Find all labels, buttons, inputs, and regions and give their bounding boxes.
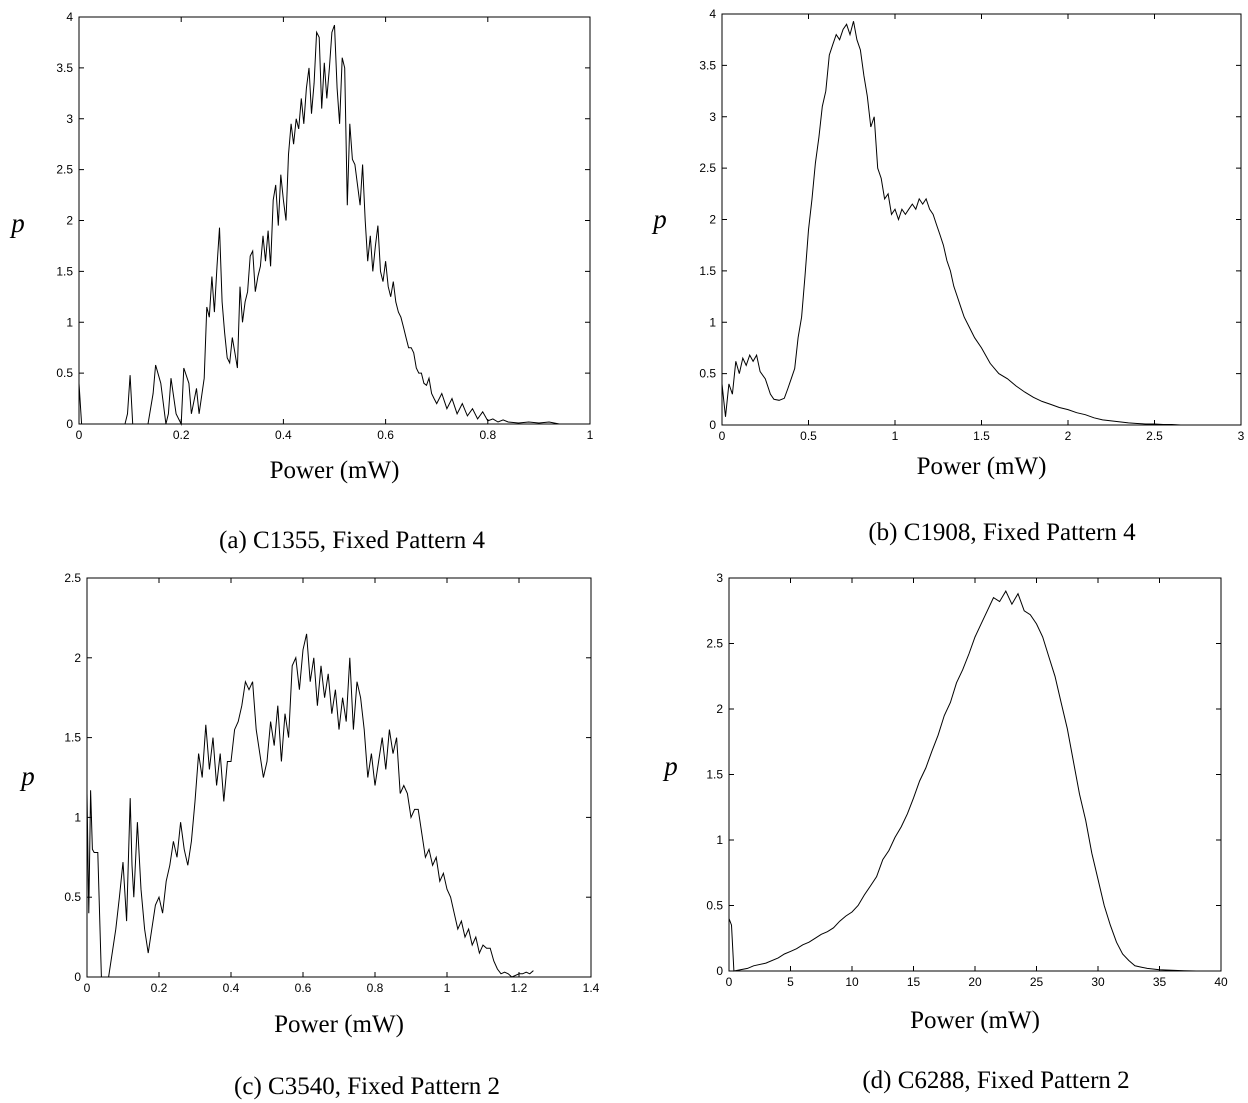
x-tick-label: 1 bbox=[444, 981, 451, 995]
x-tick-label: 2.5 bbox=[1146, 429, 1163, 443]
y-tick-label: 0.5 bbox=[699, 367, 716, 381]
x-tick-label: 0 bbox=[76, 428, 83, 442]
y-tick-label: 3.5 bbox=[699, 58, 716, 72]
y-tick-label: 0 bbox=[716, 964, 723, 978]
x-tick-label: 10 bbox=[845, 975, 859, 989]
subplot-c: 0 0.2 0.4 0.6 0.8 1 1.2 1.4 0 0.5 1 1.5 2 2.5 Power (m… bbox=[19, 571, 599, 1100]
y-axis-label: p bbox=[19, 761, 35, 791]
y-tick-label: 0 bbox=[74, 970, 81, 984]
y-tick-label: 0.5 bbox=[56, 366, 73, 380]
x-tick-label: 0.2 bbox=[173, 428, 190, 442]
x-tick-label: 0.8 bbox=[479, 428, 496, 442]
x-tick-label: 1.2 bbox=[511, 981, 528, 995]
x-axis-label: Power (mW) bbox=[910, 1007, 1040, 1034]
y-tick-label: 1 bbox=[716, 833, 723, 847]
x-tick-label: 1 bbox=[587, 428, 594, 442]
subplot-d: 0 5 10 15 20 25 30 35 40 0 0.5 1 1.5 2 2.5 3 Power (mW) p… bbox=[662, 571, 1228, 1094]
y-tick-label: 2 bbox=[74, 651, 81, 665]
y-tick-label: 1 bbox=[709, 315, 716, 329]
x-tick-label: 0.4 bbox=[223, 981, 240, 995]
x-tick-label: 1.5 bbox=[973, 429, 990, 443]
y-tick-label: 3.5 bbox=[56, 61, 73, 75]
y-tick-label: 1.5 bbox=[64, 731, 81, 745]
y-tick-label: 2 bbox=[716, 702, 723, 716]
x-tick-label: 20 bbox=[968, 975, 982, 989]
series-line bbox=[86, 633, 534, 978]
axes-frame bbox=[86, 577, 592, 978]
x-tick-label: 0.5 bbox=[800, 429, 817, 443]
x-tick-label: 5 bbox=[787, 975, 794, 989]
x-axis-label: Power (mW) bbox=[917, 453, 1047, 480]
x-tick-label: 0 bbox=[726, 975, 733, 989]
subplot-caption: (a) C1355, Fixed Pattern 4 bbox=[219, 527, 485, 554]
x-tick-label: 3 bbox=[1238, 429, 1245, 443]
series-line bbox=[728, 590, 1197, 972]
x-tick-label: 0.2 bbox=[151, 981, 168, 995]
x-tick-label: 25 bbox=[1030, 975, 1044, 989]
y-tick-label: 3 bbox=[66, 112, 73, 126]
y-tick-label: 1 bbox=[74, 810, 81, 824]
y-tick-label: 2 bbox=[709, 213, 716, 227]
y-tick-label: 2.5 bbox=[706, 637, 723, 651]
y-tick-label: 0.5 bbox=[706, 899, 723, 913]
y-tick-label: 2.5 bbox=[699, 161, 716, 175]
x-tick-label: 40 bbox=[1214, 975, 1228, 989]
y-axis-label: p bbox=[662, 751, 678, 781]
y-tick-label: 1 bbox=[66, 315, 73, 329]
x-tick-label: 30 bbox=[1091, 975, 1105, 989]
y-tick-label: 2.5 bbox=[64, 571, 81, 585]
y-tick-label: 3 bbox=[709, 110, 716, 124]
x-tick-label: 0.8 bbox=[367, 981, 384, 995]
y-tick-label: 1.5 bbox=[699, 264, 716, 278]
series-line bbox=[78, 24, 565, 426]
y-tick-label: 2 bbox=[66, 214, 73, 228]
axes-frame bbox=[78, 16, 591, 425]
x-tick-label: 35 bbox=[1153, 975, 1167, 989]
x-tick-label: 1.4 bbox=[583, 981, 600, 995]
y-tick-label: 2.5 bbox=[56, 163, 73, 177]
x-tick-label: 15 bbox=[907, 975, 921, 989]
x-tick-label: 2 bbox=[1065, 429, 1072, 443]
y-tick-label: 3 bbox=[716, 571, 723, 585]
subplot-caption: (b) C1908, Fixed Pattern 4 bbox=[868, 519, 1136, 546]
subplot-caption: (c) C3540, Fixed Pattern 2 bbox=[234, 1073, 500, 1100]
subplot-b: 0 0.5 1 1.5 2 2.5 3 0 0.5 1 1.5 2 2.5 3 3.5 4 Power (mW)… bbox=[651, 7, 1244, 546]
subplot-a: 0 0.2 0.4 0.6 0.8 1 0 0.5 1 1.5 2 2.5 3 3.5 4 Power (mW… bbox=[9, 10, 593, 554]
y-tick-label: 0 bbox=[709, 418, 716, 432]
y-axis-label: p bbox=[651, 204, 667, 234]
x-tick-label: 0.4 bbox=[275, 428, 292, 442]
x-axis-label: Power (mW) bbox=[270, 457, 400, 484]
y-tick-label: 0 bbox=[66, 417, 73, 431]
x-axis-label: Power (mW) bbox=[274, 1011, 404, 1038]
y-axis-label: p bbox=[9, 208, 25, 238]
x-tick-label: 0 bbox=[719, 429, 726, 443]
x-tick-label: 0.6 bbox=[295, 981, 312, 995]
y-tick-label: 4 bbox=[66, 10, 73, 24]
x-tick-label: 1 bbox=[892, 429, 899, 443]
y-tick-label: 1.5 bbox=[706, 768, 723, 782]
x-tick-label: 0.6 bbox=[377, 428, 394, 442]
axes-frame bbox=[721, 13, 1242, 426]
y-tick-label: 0.5 bbox=[64, 890, 81, 904]
series-line bbox=[721, 21, 1181, 426]
y-tick-label: 4 bbox=[709, 7, 716, 21]
y-tick-label: 1.5 bbox=[56, 264, 73, 278]
subplot-caption: (d) C6288, Fixed Pattern 2 bbox=[862, 1067, 1129, 1094]
x-tick-label: 0 bbox=[84, 981, 91, 995]
